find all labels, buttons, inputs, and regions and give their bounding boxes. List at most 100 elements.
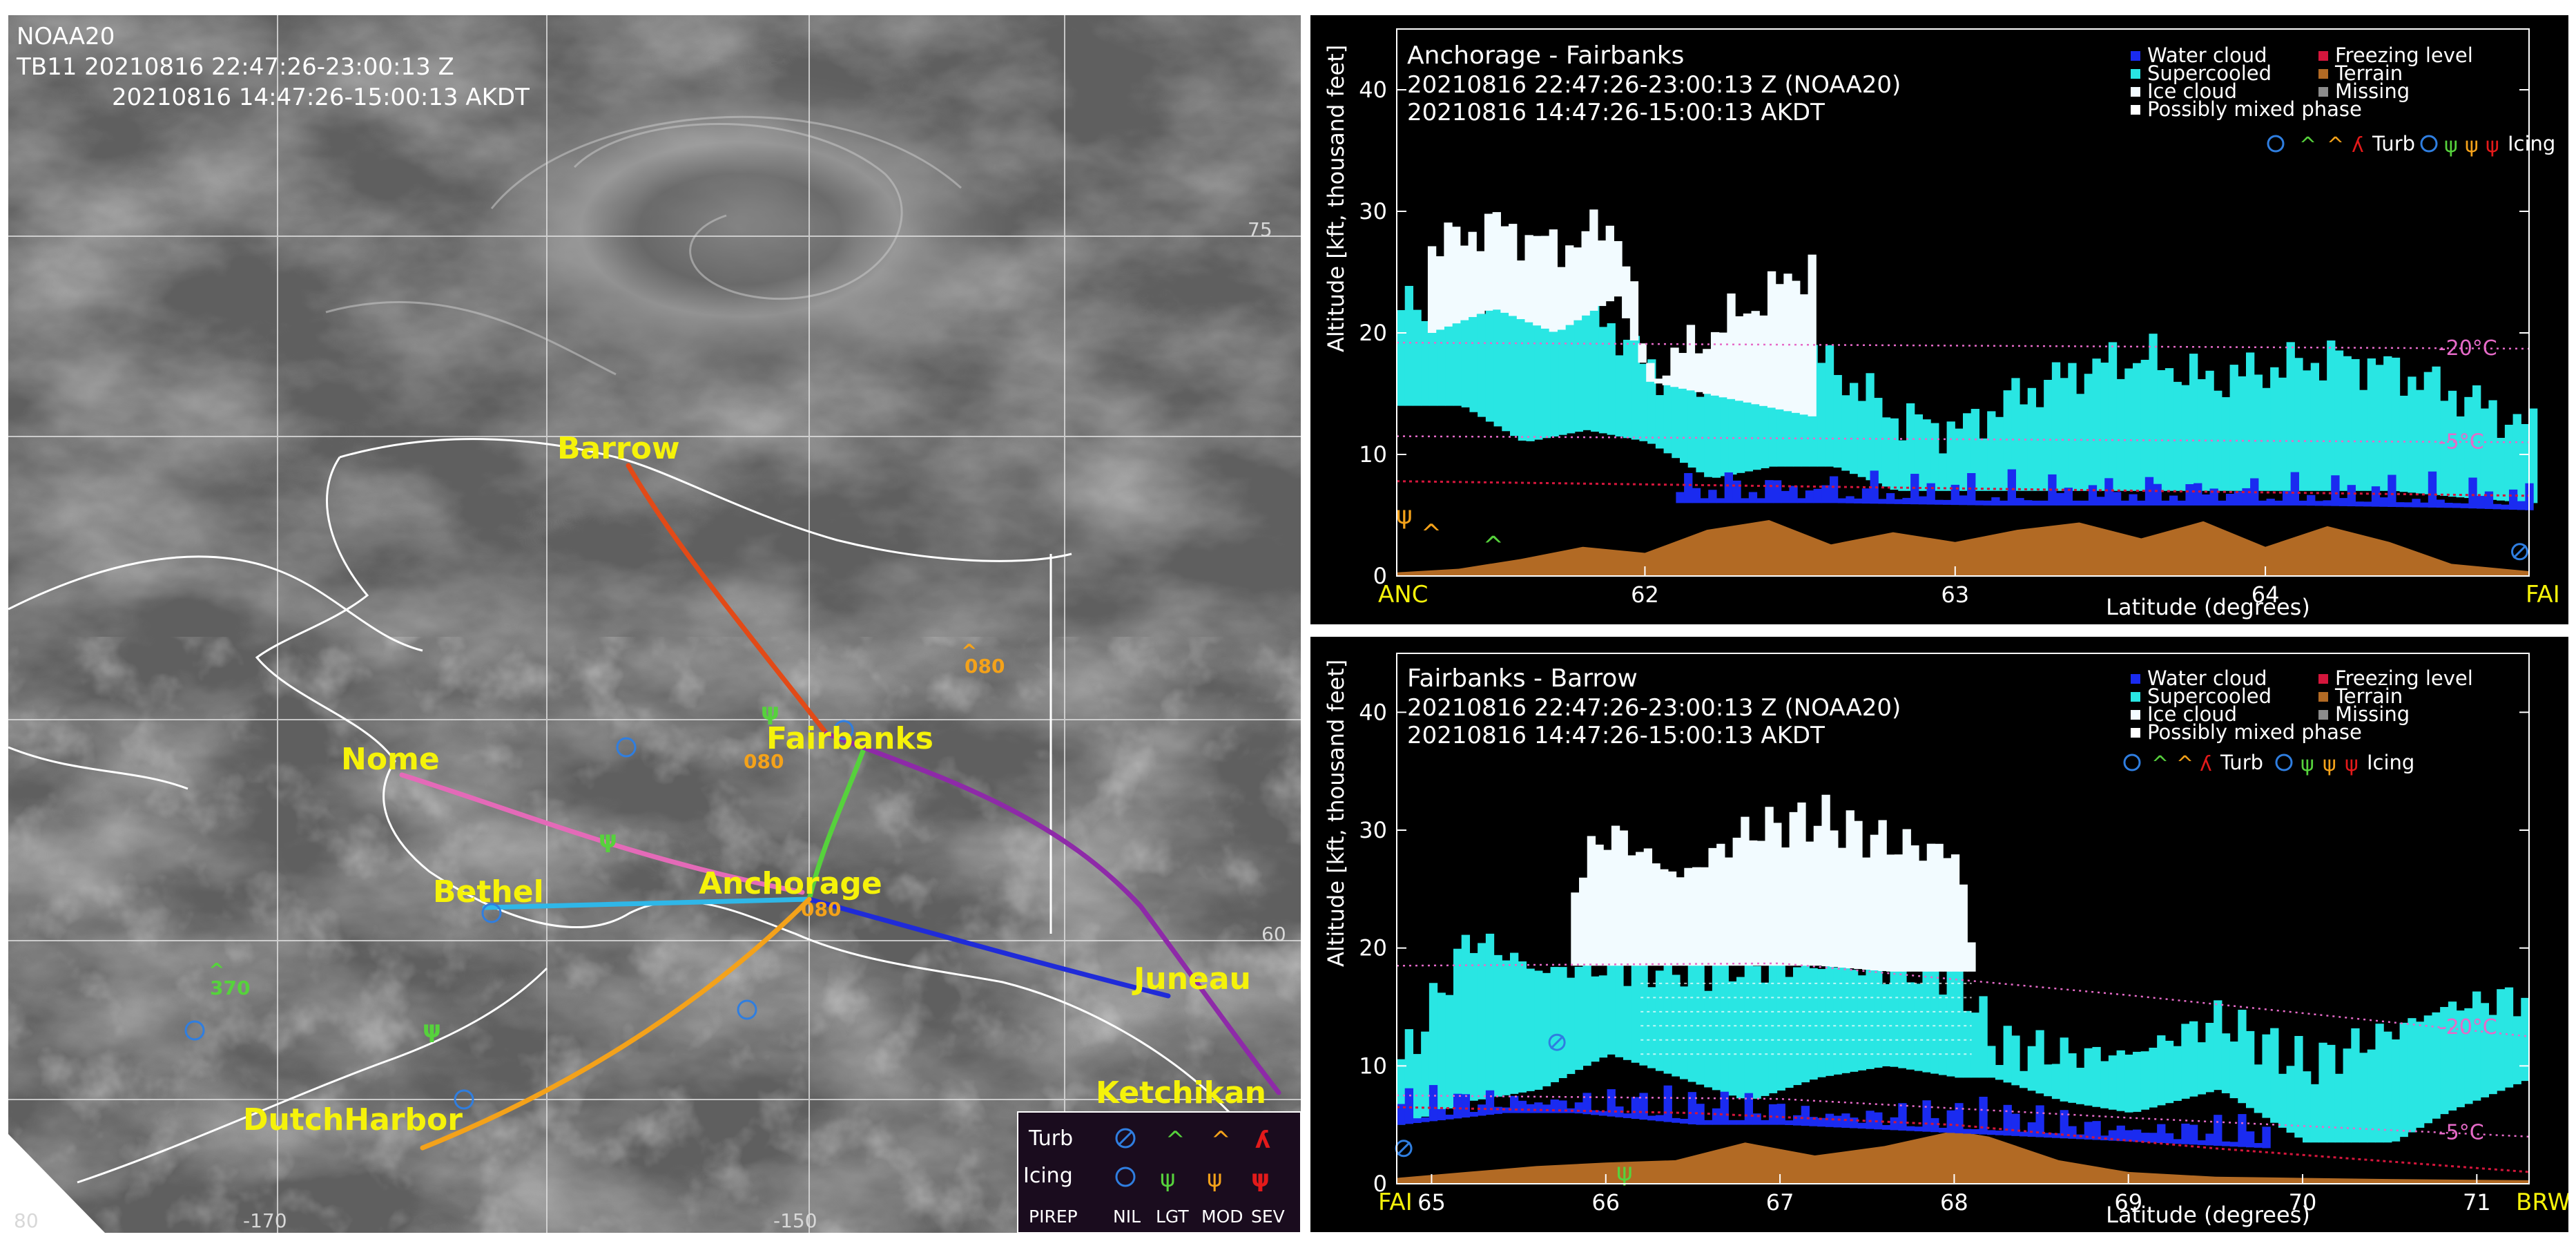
x-axis-label: Latitude (degrees)	[2106, 594, 2310, 620]
profile-fairbanks-barrow: -20°C -5°C ψ 0 10 20 30 40 65 66 67 68 69 70 71 Altitu…	[1310, 637, 2570, 1232]
cloud-column	[1478, 943, 1486, 1100]
cloud-column	[1631, 954, 1640, 1063]
pirep-height: 080	[744, 750, 784, 773]
legend-water-cloud: Water cloud	[2147, 44, 2267, 67]
cloud-column	[2318, 380, 2327, 491]
lat-label: 75	[1248, 218, 1272, 241]
cloud-column	[2432, 366, 2441, 495]
cloud-column	[1598, 1111, 1608, 1116]
legend-terrain-swatch	[2318, 692, 2328, 702]
cloud-column	[1857, 975, 1867, 1071]
cloud-column	[1502, 283, 1511, 432]
y-tick-label: 40	[1359, 699, 1387, 725]
pirep-turb-marker: ^	[1421, 519, 1442, 548]
cloud-column	[2157, 1035, 2166, 1106]
cloud-column	[2068, 363, 2077, 491]
route-line	[399, 772, 805, 895]
cloud-column	[2011, 1113, 2020, 1136]
cloud-column	[1687, 1092, 1697, 1124]
pirep-nil-icing-icon	[833, 720, 854, 740]
x-tick-label: 69	[2114, 1189, 2142, 1216]
legend-lgt-turb-icon: ^	[2151, 752, 2169, 776]
cloud-column	[1660, 869, 1669, 966]
cloud-column	[2197, 1042, 2207, 1095]
cloud-column	[2408, 1018, 2417, 1133]
pirep-height: 080	[965, 655, 1005, 678]
cloud-column	[1631, 1097, 1640, 1120]
cloud-column	[1878, 499, 1887, 504]
cloud-column	[1437, 1108, 1446, 1121]
legend-mixed-swatch	[2131, 105, 2140, 115]
cloud-column	[2456, 416, 2465, 498]
legend-mod-icing-icon: ψ	[1207, 1165, 1222, 1193]
cloud-column	[2270, 1028, 2279, 1123]
cloud-column	[2512, 414, 2521, 502]
cloud-column	[2484, 491, 2494, 509]
cloud-layer-ice	[1427, 209, 1817, 416]
cloud-column	[1890, 418, 1899, 490]
pirep-lgt-turb-symbol: ^	[209, 959, 224, 981]
cloud-column	[2201, 494, 2211, 506]
cloud-column	[1413, 1054, 1422, 1120]
cloud-column	[1857, 401, 1867, 477]
cloud-column	[1926, 483, 1935, 505]
cloud-column	[2020, 404, 2028, 491]
cloud-column	[1502, 960, 1511, 1095]
cloud-column	[1518, 961, 1527, 1093]
cloud-column	[2391, 1039, 2401, 1142]
cloud-column	[1574, 305, 1584, 432]
cloud-column	[2197, 1140, 2207, 1145]
cloud-column	[1704, 990, 1713, 1088]
start-station-label: ANC	[1378, 581, 1428, 608]
pirep-symbols: ^ 080 080 ^ 370 080 ψ ψ ψ	[184, 640, 1005, 1110]
cloud-column	[2003, 1104, 2012, 1136]
cloud-column	[2375, 365, 2384, 491]
cloud-column	[1619, 830, 1628, 966]
legend-lgt-icing-icon: ψ	[2301, 752, 2314, 776]
cloud-column	[2323, 500, 2332, 506]
cloud-column	[2310, 1084, 2320, 1143]
cloud-column	[2318, 1042, 2327, 1143]
cloud-column	[1684, 472, 1693, 503]
cloud-column	[1468, 231, 1477, 318]
cloud-column	[2464, 1008, 2473, 1104]
cloud-column	[2092, 1121, 2101, 1140]
cloud-column	[1684, 867, 1693, 966]
legend-turb-label: Turb	[2372, 132, 2415, 155]
cloud-column	[1938, 453, 1948, 491]
cloud-column	[1550, 967, 1559, 1082]
cloud-column	[1595, 844, 1604, 966]
cloud-column	[2149, 1133, 2158, 1143]
cloud-column	[1615, 355, 1624, 436]
cloud-column	[1534, 1102, 1543, 1113]
cloud-column	[1607, 948, 1616, 1055]
cloud-column	[2068, 1126, 2077, 1139]
cloud-column	[2327, 340, 2336, 491]
cloud-column	[2258, 500, 2267, 506]
cloud-column	[1692, 488, 1701, 503]
cloud-column	[1678, 353, 1687, 389]
cloud-column	[1918, 496, 1928, 505]
cloud-column	[2112, 492, 2122, 506]
cloud-column	[1413, 1118, 1422, 1124]
y-tick-label: 10	[1359, 441, 1387, 468]
pirep-nil-icing-icon	[454, 1089, 474, 1110]
cloud-column	[1850, 383, 1859, 474]
cloud-column	[1898, 1103, 1907, 1131]
cloud-column	[1919, 861, 1928, 972]
cloud-column	[1574, 966, 1584, 1071]
cloud-column	[1579, 877, 1588, 966]
legend-freezing-swatch	[2318, 674, 2328, 684]
cloud-column	[2218, 500, 2227, 506]
cloud-column	[1799, 294, 1809, 415]
cloud-column	[2140, 1051, 2150, 1110]
cloud-column	[1647, 1115, 1656, 1121]
cloud-column	[2383, 1031, 2392, 1143]
cloud-column	[1557, 267, 1566, 330]
plot-frame	[1396, 28, 2530, 577]
cloud-column	[2254, 1143, 2263, 1148]
pirep-height: 080	[801, 898, 841, 921]
cloud-column	[1485, 1090, 1495, 1115]
cloud-column	[1821, 485, 1830, 503]
cloud-column	[1565, 245, 1574, 325]
